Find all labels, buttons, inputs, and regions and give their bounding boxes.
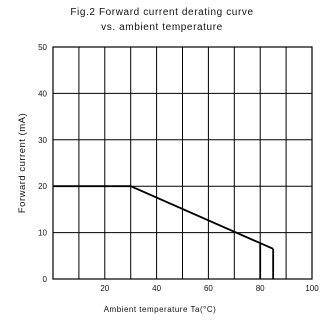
y-tick-label: 0 [43,275,48,284]
data-series [53,185,275,279]
y-tick-label: 30 [38,136,47,145]
chart-title-line2: vs. ambient temperature [101,22,223,33]
y-tick-label: 10 [38,229,47,238]
y-tick-label: 40 [38,89,47,98]
x-axis-label: Ambient temperature Ta(°C) [104,305,217,314]
plot-frame [52,46,313,280]
y-axis-ticks: 0 10 20 30 40 50 [38,43,47,284]
chart-title-line1: Fig.2 Forward current derating curve [70,7,253,18]
y-tick-label: 50 [38,43,47,52]
x-axis-ticks: 20 40 60 80 100 [100,284,319,293]
derating-curve [53,185,274,250]
y-axis-label: Forward current (mA) [17,113,28,213]
x-tick-label: 20 [100,284,109,293]
x-tick-label: 100 [305,284,319,293]
y-tick-label: 20 [38,182,47,191]
x-tick-label: 60 [204,284,213,293]
x-tick-label: 80 [256,284,265,293]
x-tick-label: 40 [152,284,161,293]
grid [53,47,312,279]
